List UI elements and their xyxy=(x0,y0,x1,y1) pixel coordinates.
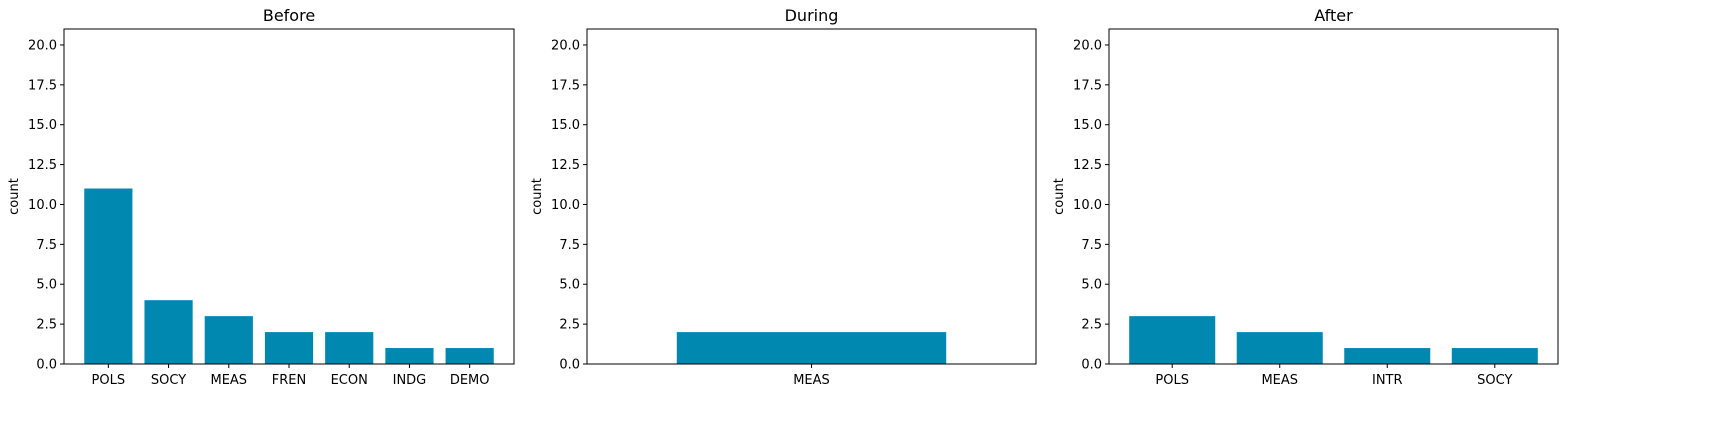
x-tick-label: MEAS xyxy=(793,373,830,388)
axes-frame xyxy=(586,28,1037,365)
bar-meas xyxy=(676,332,947,364)
y-tick-label: 17.5 xyxy=(1073,78,1102,93)
y-tick-label: 12.5 xyxy=(551,158,580,173)
x-tick-label: FREN xyxy=(272,373,306,388)
y-axis-label: count xyxy=(1052,178,1067,215)
x-tick-label: MEAS xyxy=(1261,373,1298,388)
y-tick-label: 5.0 xyxy=(1081,278,1102,293)
y-tick-label: 2.5 xyxy=(1081,318,1102,333)
y-tick-label: 7.5 xyxy=(559,238,580,253)
y-axis-label: count xyxy=(530,178,545,215)
x-tick-label: SOCY xyxy=(151,373,186,388)
y-axis-label: count xyxy=(7,178,22,215)
y-tick-label: 5.0 xyxy=(559,278,580,293)
y-tick-label: 20.0 xyxy=(551,38,580,53)
x-tick-label: ECON xyxy=(331,373,368,388)
y-tick-label: 2.5 xyxy=(559,318,580,333)
y-tick-label: 10.0 xyxy=(1073,198,1102,213)
y-tick-label: 12.5 xyxy=(28,158,57,173)
axes-frame xyxy=(1108,28,1559,365)
bar-intr xyxy=(1344,348,1431,364)
x-tick-label: INTR xyxy=(1372,373,1403,388)
y-tick-label: 2.5 xyxy=(36,318,57,333)
x-tick-label: POLS xyxy=(1155,373,1189,388)
bar-indg xyxy=(385,348,434,364)
y-tick-label: 7.5 xyxy=(1081,238,1102,253)
bar-pols xyxy=(1129,316,1216,364)
y-tick-label: 0.0 xyxy=(559,358,580,373)
y-tick-label: 17.5 xyxy=(551,78,580,93)
y-tick-label: 15.0 xyxy=(28,118,57,133)
bar-socy xyxy=(1451,348,1538,364)
bar-pols xyxy=(84,188,133,364)
bar-econ xyxy=(325,332,374,364)
subplot-before: POLS SOCY MEAS FREN ECON INDG DEMO 0.0 2.5 5.0 7.5… xyxy=(7,6,515,388)
y-tick-label: 0.0 xyxy=(36,358,57,373)
bar-meas xyxy=(1236,332,1323,364)
y-tick-label: 7.5 xyxy=(36,238,57,253)
x-tick-label: MEAS xyxy=(210,373,247,388)
subplot-during: MEAS 0.0 2.5 5.0 7.5 10.0 12.5 15.0 17.5 20.0 Duri… xyxy=(530,6,1037,388)
y-tick-label: 15.0 xyxy=(1073,118,1102,133)
x-tick-label: DEMO xyxy=(450,373,490,388)
subplot-title: After xyxy=(1314,6,1353,25)
y-tick-label: 10.0 xyxy=(28,198,57,213)
x-tick-label: POLS xyxy=(92,373,126,388)
axes-frame xyxy=(63,28,515,365)
y-tick-label: 5.0 xyxy=(36,278,57,293)
y-tick-label: 15.0 xyxy=(551,118,580,133)
y-tick-label: 10.0 xyxy=(551,198,580,213)
y-tick-label: 17.5 xyxy=(28,78,57,93)
y-tick-label: 0.0 xyxy=(1081,358,1102,373)
bar-fren xyxy=(264,332,314,364)
subplot-after: POLS MEAS INTR SOCY 0.0 2.5 5.0 7.5 10.0 12.5 15.0… xyxy=(1052,6,1559,388)
bar-socy xyxy=(144,300,193,364)
bar-meas xyxy=(204,316,253,364)
bar-demo xyxy=(445,348,494,364)
x-tick-label: SOCY xyxy=(1477,373,1512,388)
subplot-title: Before xyxy=(263,6,315,25)
y-tick-label: 20.0 xyxy=(28,38,57,53)
y-tick-label: 20.0 xyxy=(1073,38,1102,53)
subplot-title: During xyxy=(785,6,839,25)
x-tick-label: INDG xyxy=(393,373,427,388)
y-tick-label: 12.5 xyxy=(1073,158,1102,173)
